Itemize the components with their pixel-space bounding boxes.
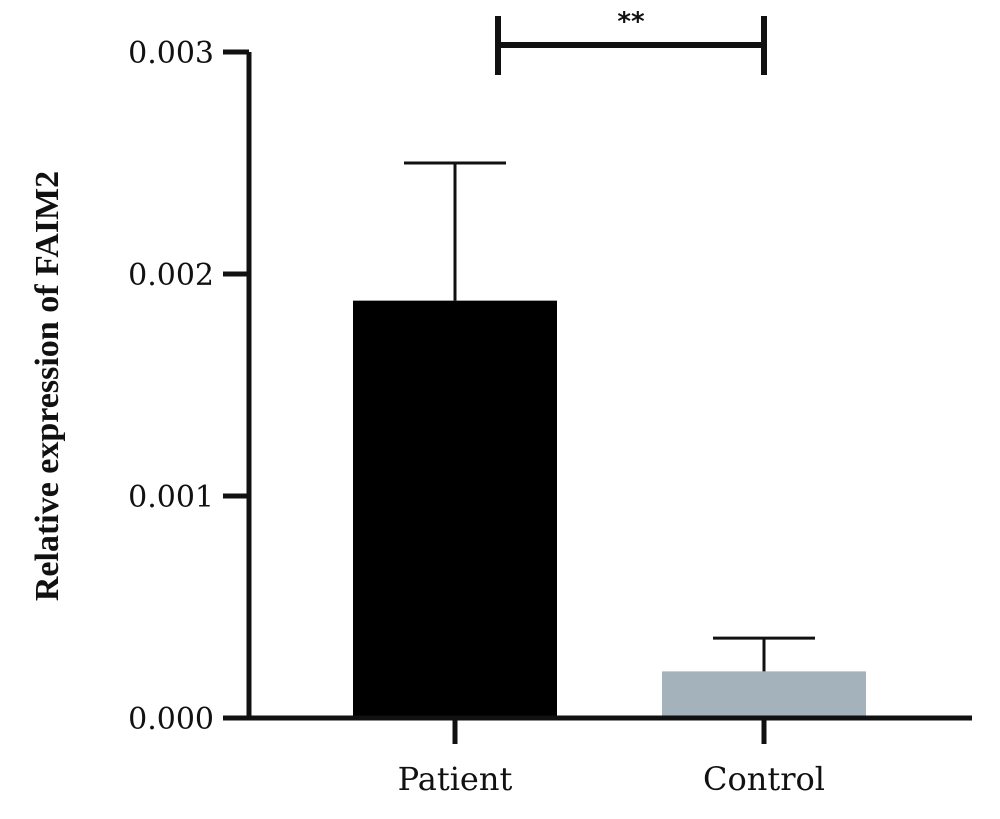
y-tick-label: 0.000 [128,702,214,737]
bar-control [662,671,866,718]
x-tick-label-patient: Patient [398,760,513,798]
significance-label: ** [617,7,645,37]
y-tick-label: 0.002 [128,258,214,293]
axes-layer [223,49,972,744]
y-axis-title: Relative expression of FAIM2 [29,171,66,601]
x-tick-label-control: Control [703,760,825,798]
significance-layer: ** [495,7,767,75]
labels-layer: Patient Control 0.000 0.001 0.002 0.003 [128,36,825,798]
bar-patient [353,300,557,718]
bars-layer [353,300,866,718]
error-bars-layer [404,161,815,672]
y-tick-label: 0.003 [128,36,214,71]
y-tick-label: 0.001 [128,480,214,515]
